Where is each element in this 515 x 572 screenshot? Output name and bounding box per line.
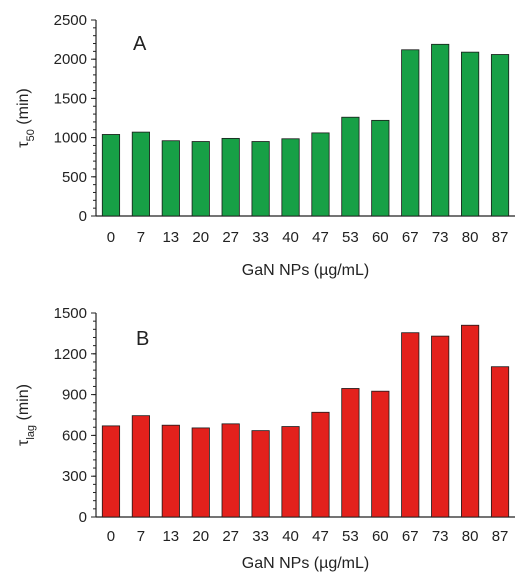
panel-b-x-axis-title: GaN NPs (µg/mL) xyxy=(242,555,369,572)
chart-panel-a: 0 500 1000 1500 2000 2500 0 7 13 20 27 33 40 47 53 60 67… xyxy=(15,12,515,279)
panel-a-x-tick-label: 47 xyxy=(312,229,329,246)
panel-a-x-tick-label: 40 xyxy=(282,229,299,246)
panel-a-x-tick-label: 7 xyxy=(137,229,145,246)
panel-b-bar xyxy=(131,415,150,518)
panel-a-x-tick-label: 33 xyxy=(252,229,269,246)
panel-b-x-tick-label: 40 xyxy=(282,528,299,545)
panel-a-bar xyxy=(311,132,330,217)
panel-a-x-tick-label: 60 xyxy=(372,229,389,246)
panel-a-bar xyxy=(281,138,300,217)
panel-a-x-axis-title: GaN NPs (µg/mL) xyxy=(242,262,369,279)
panel-a-y-axis-title: τ50 (min) xyxy=(15,88,37,147)
panel-b-y-axis-title: τlag (min) xyxy=(15,384,37,446)
panel-a-bar xyxy=(461,51,480,217)
panel-b-x-tick-label: 7 xyxy=(137,528,145,545)
panel-a-y-tick-label: 0 xyxy=(79,208,87,225)
panel-a-bar xyxy=(161,140,180,217)
panel-b-x-tick-label: 80 xyxy=(462,528,479,545)
panel-a-bar xyxy=(221,137,240,217)
panel-a-x-tick-label: 13 xyxy=(162,229,179,246)
panel-b-bar xyxy=(101,425,121,518)
panel-a-y-tick-label: 2000 xyxy=(54,51,87,68)
panel-a-x-tick-label: 73 xyxy=(432,229,449,246)
panel-b-y-tick-label: 1500 xyxy=(54,305,87,322)
panel-b-x-tick-label: 87 xyxy=(492,528,509,545)
panel-a-y-tick-label: 1500 xyxy=(54,90,87,107)
panel-a-bar xyxy=(131,131,150,217)
panel-a-x-tick-label: 53 xyxy=(342,229,359,246)
panel-b-x-tick-label: 47 xyxy=(312,528,329,545)
panel-b-bar xyxy=(221,423,240,518)
panel-b-x-tick-label: 0 xyxy=(107,528,115,545)
panel-b-x-tick-label: 13 xyxy=(162,528,179,545)
panel-a-x-tick-label: 0 xyxy=(107,229,115,246)
chart-panel-b: 0 300 600 900 1200 1500 0 7 13 20 27 33 40 47 53 60 67 73… xyxy=(15,305,515,572)
panel-a-x-tick-label: 27 xyxy=(222,229,239,246)
panel-b-label: B xyxy=(136,328,149,350)
panel-b-x-tick-label: 73 xyxy=(432,528,449,545)
panel-b-x-tick-label: 60 xyxy=(372,528,389,545)
panel-b-bar xyxy=(401,332,420,518)
panel-a-y-tick-label: 500 xyxy=(62,169,87,186)
panel-a-x-tick-label: 20 xyxy=(192,229,209,246)
panel-a-bar xyxy=(251,141,270,217)
panel-a-bar xyxy=(341,116,360,217)
panel-b-bar xyxy=(461,324,480,518)
panel-b-x-tick-label: 20 xyxy=(192,528,209,545)
panel-b-bar xyxy=(431,335,450,518)
panel-a-x-tick-label: 67 xyxy=(402,229,419,246)
panel-a-y-tick-label: 2500 xyxy=(54,12,87,29)
panel-a-label: A xyxy=(133,33,147,55)
panel-b-y-tick-label: 300 xyxy=(62,468,87,485)
panel-b-x-tick-label: 27 xyxy=(222,528,239,545)
panel-a-bar xyxy=(191,141,210,217)
panel-b-x-tick-label: 33 xyxy=(252,528,269,545)
panel-b-y-tick-label: 600 xyxy=(62,427,87,444)
panel-b-bar xyxy=(161,424,180,518)
panel-b-y-tick-label: 900 xyxy=(62,387,87,404)
panel-a-bar xyxy=(101,134,121,217)
panel-b-bar xyxy=(490,366,510,518)
panel-b-y-tick-label: 0 xyxy=(79,509,87,526)
panel-b-bar xyxy=(281,426,300,518)
panel-b-x-tick-label: 67 xyxy=(402,528,419,545)
panel-a-x-tick-label: 80 xyxy=(462,229,479,246)
panel-b-bar xyxy=(251,430,270,518)
panel-a-y-tick-label: 1000 xyxy=(54,130,87,147)
panel-b-bar xyxy=(371,390,390,518)
panel-a-bar xyxy=(490,54,510,217)
panel-b-bar xyxy=(191,427,210,518)
panel-b-x-tick-label: 53 xyxy=(342,528,359,545)
panel-b-bar xyxy=(341,388,360,518)
panel-b-y-tick-label: 1200 xyxy=(54,346,87,363)
panel-a-bar xyxy=(401,49,420,217)
panel-a-bar xyxy=(371,119,390,217)
panel-b-bar xyxy=(311,411,330,518)
panel-a-bar xyxy=(431,43,450,217)
panel-a-x-tick-label: 87 xyxy=(492,229,509,246)
